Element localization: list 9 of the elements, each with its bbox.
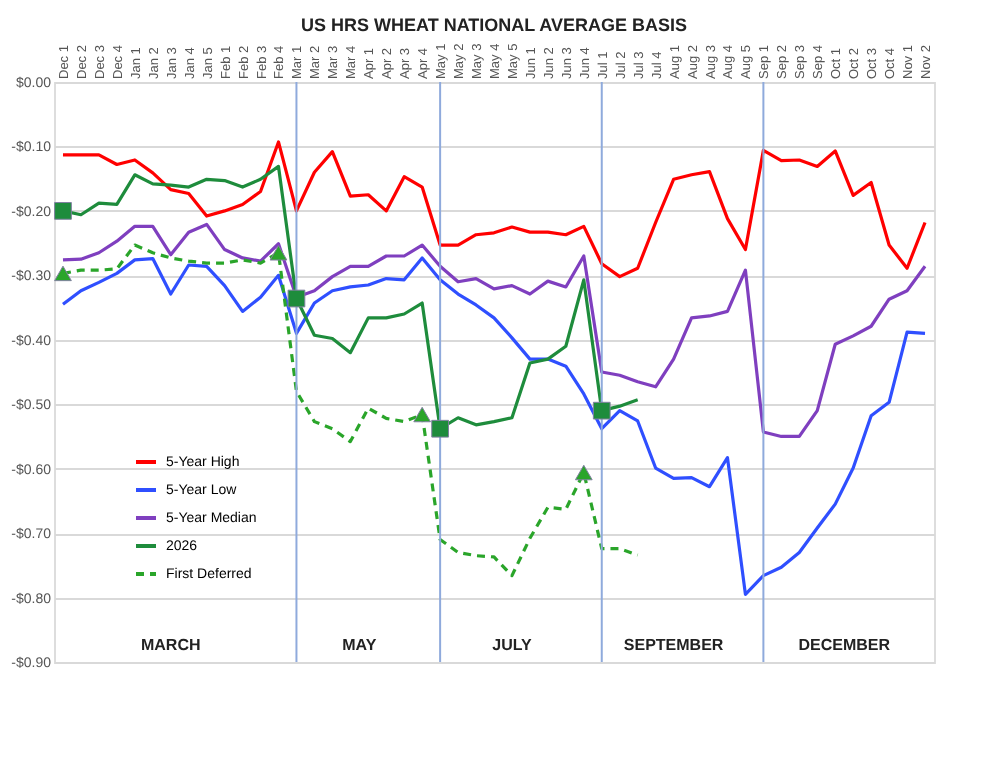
annotation: SEPTEMBER — [623, 636, 724, 654]
line-series — [61, 256, 927, 596]
annotation: DECEMBER — [798, 636, 891, 654]
annotation: JULY — [492, 636, 533, 654]
annotation: MAY — [342, 636, 378, 654]
annotation: MARCH — [140, 636, 201, 654]
chart-title: US HRS WHEAT NATIONAL AVERAGE BASIS — [300, 14, 688, 35]
line-series — [61, 222, 927, 439]
line-series — [61, 140, 927, 279]
